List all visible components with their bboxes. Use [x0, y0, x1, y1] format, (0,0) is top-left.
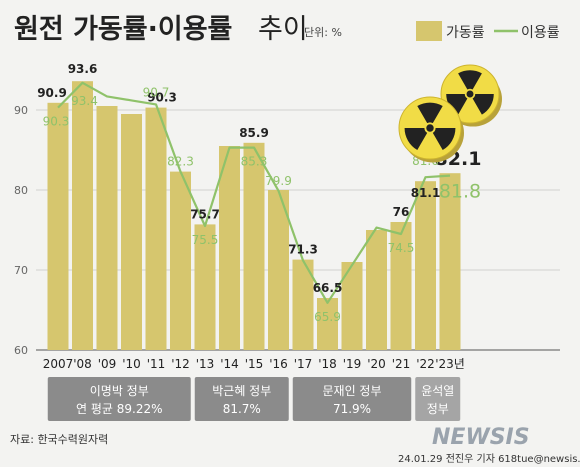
bar-value-label: 85.9: [239, 126, 269, 140]
x-tick-label: '23년: [435, 357, 465, 371]
administration-box: [292, 377, 412, 421]
bar: [317, 298, 338, 350]
unit-label: 단위: %: [304, 26, 342, 39]
chart-title: 원전 가동률·이용률: [14, 14, 232, 45]
bar-value-label: 71.3: [288, 243, 318, 257]
x-tick-label: '09: [98, 357, 117, 371]
bar-value-label: 90.9: [37, 86, 67, 100]
legend-bar-label: 가동률: [446, 25, 485, 41]
administration-label: 이명박 정부: [90, 384, 149, 398]
bar: [72, 81, 93, 350]
x-tick-label: '11: [147, 357, 166, 371]
value-labels: 90.993.690.375.785.971.366.57681.182.190…: [37, 62, 481, 324]
line-value-label: 93.4: [71, 94, 98, 108]
line-value-label: 75.5: [192, 233, 219, 247]
administration-box: [194, 377, 289, 421]
x-tick-label: '16: [269, 357, 288, 371]
administration-bands: 이명박 정부연 평균 89.22% 박근혜 정부 81.7% 문재인 정부 71.9% 윤…: [47, 377, 461, 421]
administration-detail: 71.9%: [333, 402, 371, 416]
administration-detail: 81.7%: [223, 402, 261, 416]
line-value-label: 85.3: [241, 155, 268, 169]
bar: [415, 181, 436, 350]
bar: [390, 222, 412, 350]
y-tick-label: 60: [14, 344, 28, 357]
x-tick-label: '15: [245, 357, 264, 371]
administration-label: 윤석열: [421, 384, 454, 398]
administration-box: [47, 377, 191, 421]
bar-value-label: 90.3: [147, 91, 177, 105]
x-tick-label: '21: [392, 357, 411, 371]
legend-bar-swatch: [416, 21, 442, 41]
administration-box: [415, 377, 461, 421]
administration-detail: 연 평균 89.22%: [76, 402, 163, 416]
bar: [145, 107, 167, 350]
x-tick-label: 2007: [43, 357, 74, 371]
administration-label: 문재인 정부: [322, 384, 381, 398]
bar: [47, 102, 69, 350]
bar: [170, 171, 191, 350]
legend: 가동률 이용률: [416, 21, 560, 41]
bar-value-label: 93.6: [68, 62, 98, 76]
bar: [243, 142, 265, 350]
brand-logo: NEWSIS: [432, 425, 530, 450]
radiation-icons: [398, 64, 502, 163]
line-value-label: 90.7: [143, 85, 170, 99]
x-tick-label: '12: [171, 357, 190, 371]
line-value-label: 82.3: [167, 155, 194, 169]
utilization-polyline: [57, 81, 451, 304]
x-tick-label: '22: [416, 357, 435, 371]
bar: [121, 114, 142, 350]
line-value-label: 90.3: [43, 115, 70, 129]
chart-title-suffix: 추이: [258, 14, 308, 45]
line-value-label: 79.9: [265, 174, 292, 188]
source-text: 자료: 한국수력원자력: [10, 433, 108, 446]
bar-value-label: 81.1: [411, 186, 441, 200]
x-axis: 2007'08 '09 '10 '11 '12 '13 '14 '15 '16 '17 '18 '19…: [43, 357, 465, 371]
radiation-icon: [398, 96, 464, 163]
x-tick-label: '08: [73, 357, 92, 371]
bar: [268, 190, 289, 350]
credit-text: 24.01.29 전진우 기자 618tue@newsis.com: [398, 453, 580, 465]
bars: [47, 81, 461, 350]
bar: [219, 146, 240, 350]
line-value-label: 74.5: [388, 241, 415, 255]
line-value-label: 81.8: [439, 181, 481, 203]
bar-value-label: 66.5: [313, 281, 343, 295]
bar: [96, 106, 118, 350]
x-tick-label: '10: [122, 357, 141, 371]
y-tick-label: 80: [14, 184, 28, 197]
bar-value-label: 75.7: [190, 207, 220, 221]
administration-detail: 정부: [427, 402, 449, 416]
utilization-line: [57, 81, 451, 304]
line-value-label: 65.9: [314, 310, 341, 324]
x-tick-label: '13: [196, 357, 215, 371]
x-tick-label: '18: [318, 357, 337, 371]
bar-value-label: 76: [393, 205, 410, 219]
bar: [341, 262, 363, 350]
bar: [194, 224, 216, 350]
y-tick-label: 70: [14, 264, 28, 277]
y-tick-label: 90: [14, 104, 28, 117]
x-tick-label: '17: [294, 357, 313, 371]
x-tick-label: '20: [367, 357, 386, 371]
bar: [439, 173, 461, 350]
bar: [292, 259, 314, 350]
bar: [366, 230, 387, 350]
radiation-icon: [440, 64, 502, 127]
x-tick-label: '14: [220, 357, 239, 371]
administration-label: 박근혜 정부: [212, 384, 271, 398]
x-tick-label: '19: [343, 357, 362, 371]
legend-line-label: 이용률: [521, 25, 560, 41]
